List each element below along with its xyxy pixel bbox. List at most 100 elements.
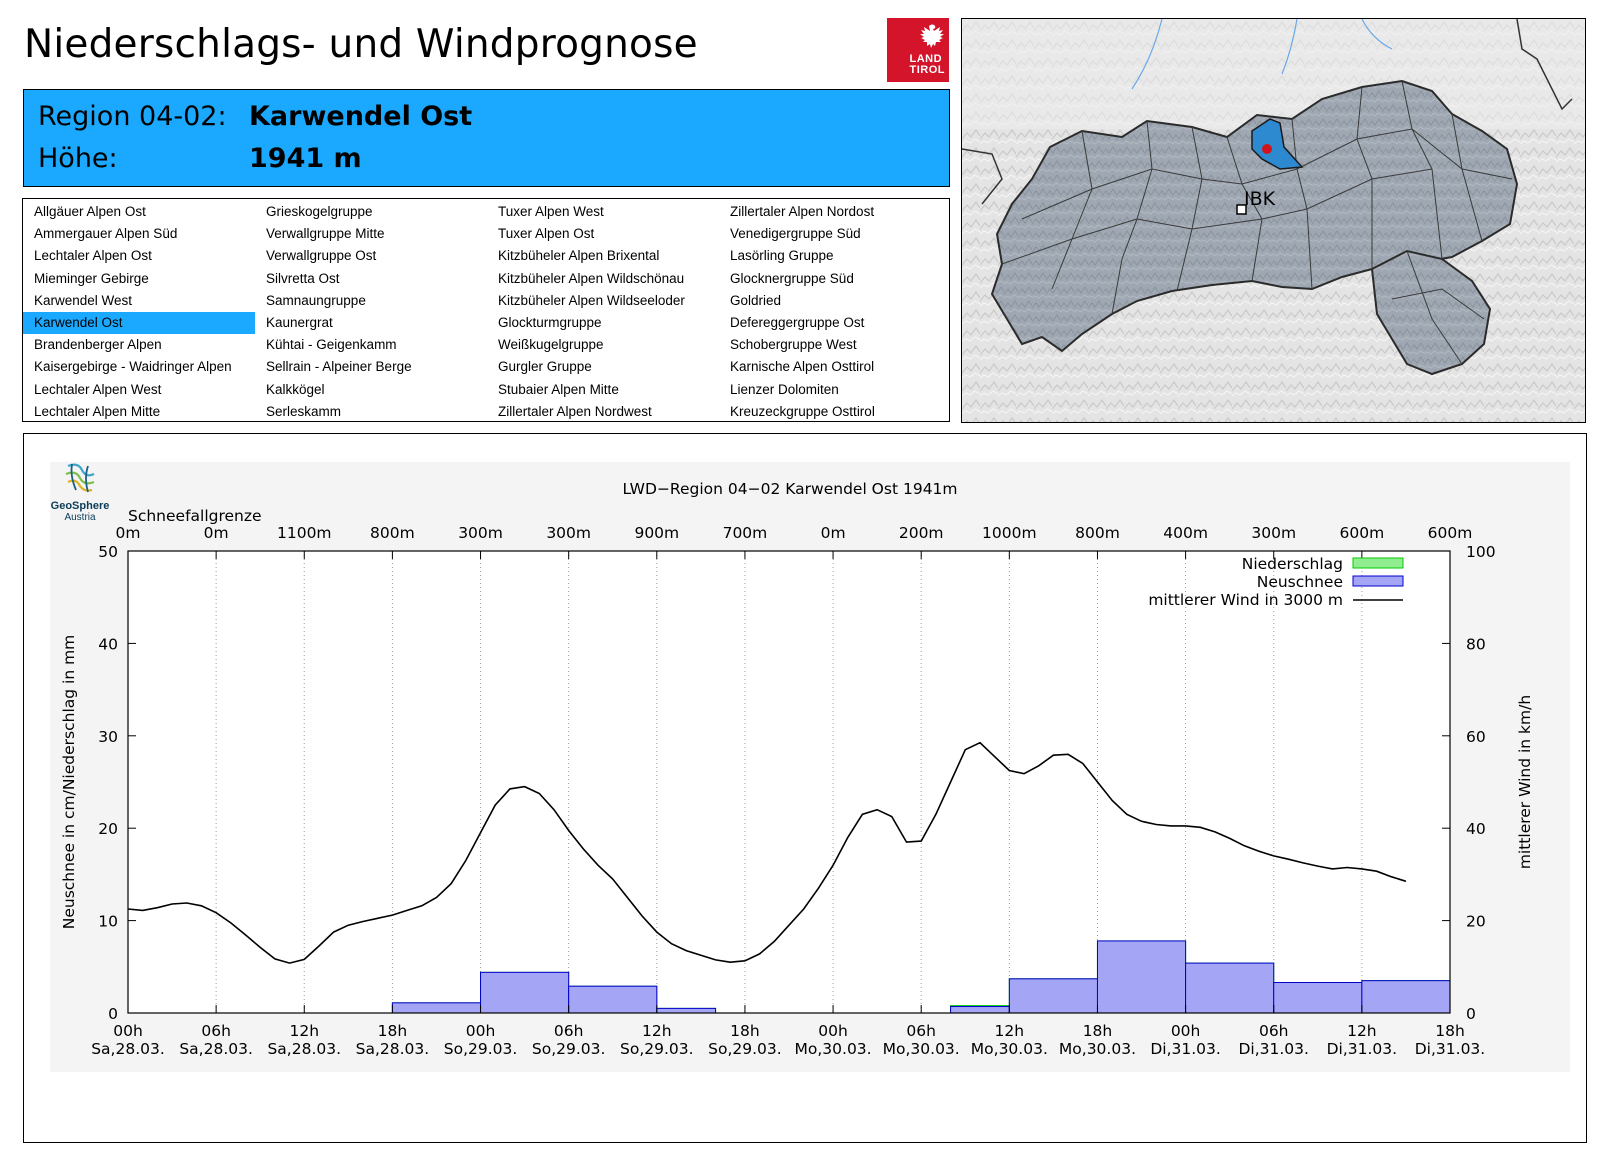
- x-tick-date: Sa,28.03.: [356, 1040, 430, 1058]
- x-tick-date: Mo,30.03.: [795, 1040, 872, 1058]
- y2-tick-label: 100: [1466, 543, 1496, 561]
- x-tick-hour: 06h: [906, 1022, 936, 1040]
- land-tirol-logo: LAND TIROL: [887, 18, 949, 82]
- x-tick-date: Di,31.03.: [1327, 1040, 1397, 1058]
- region-list-item[interactable]: Mieminger Gebirge: [34, 270, 149, 286]
- region-list-item[interactable]: Kreuzeckgruppe Osttirol: [730, 403, 875, 419]
- neuschnee-bar: [391, 1002, 482, 1014]
- region-list-item[interactable]: Gurgler Gruppe: [498, 359, 592, 375]
- region-list-item[interactable]: Kitzbüheler Alpen Wildschönau: [498, 270, 685, 286]
- region-list-item[interactable]: Lechtaler Alpen Mitte: [34, 403, 161, 419]
- region-list-item[interactable]: Zillertaler Alpen Nordost: [730, 204, 875, 219]
- region-list-item[interactable]: Goldried: [730, 292, 782, 308]
- x-tick-hour: 06h: [201, 1022, 231, 1040]
- snowline-label: 300m: [1251, 524, 1296, 542]
- geosphere-country: Austria: [64, 512, 96, 523]
- region-list-item[interactable]: Kalkkögel: [266, 381, 325, 397]
- region-list-item[interactable]: Ammergauer Alpen Süd: [34, 226, 178, 242]
- region-list-item[interactable]: Zillertaler Alpen Nordwest: [498, 403, 652, 419]
- region-name: Karwendel Ost: [249, 101, 473, 132]
- region-list-item[interactable]: Kitzbüheler Alpen Wildseeloder: [498, 292, 685, 308]
- snowline-label: 300m: [458, 524, 503, 542]
- x-tick-hour: 12h: [1347, 1022, 1377, 1040]
- x-tick-hour: 00h: [818, 1022, 848, 1040]
- x-tick-hour: 06h: [1259, 1022, 1289, 1040]
- y2-tick-label: 0: [1466, 1005, 1476, 1023]
- snowline-label: 600m: [1340, 524, 1385, 542]
- river-lines: [1131, 19, 1393, 90]
- y-tick-label: 0: [108, 1005, 118, 1023]
- region-list-item[interactable]: Tuxer Alpen Ost: [498, 226, 595, 242]
- snowline-label: 800m: [370, 524, 415, 542]
- region-list-item[interactable]: Weißkugelgruppe: [498, 337, 604, 353]
- region-label: Region 04-02:: [38, 101, 227, 132]
- region-list-item[interactable]: Verwallgruppe Ost: [266, 248, 377, 264]
- region-list-item[interactable]: Glocknergruppe Süd: [730, 270, 854, 286]
- x-tick-hour: 18h: [378, 1022, 408, 1040]
- region-list-column-3: Tuxer Alpen West Tuxer Alpen Ost Kitzbühel…: [487, 201, 719, 423]
- logo-text-line2: TIROL: [909, 64, 945, 76]
- x-tick-hour: 00h: [466, 1022, 496, 1040]
- region-list-item[interactable]: Karwendel West: [34, 292, 133, 308]
- region-list-item[interactable]: Lechtaler Alpen West: [34, 381, 162, 397]
- region-list-item[interactable]: Stubaier Alpen Mitte: [498, 381, 619, 397]
- region-list-item[interactable]: Kaunergrat: [266, 314, 333, 330]
- region-list-item[interactable]: Serleskamm: [266, 403, 342, 419]
- x-tick-date: So,29.03.: [532, 1040, 606, 1058]
- x-tick-date: Sa,28.03.: [91, 1040, 165, 1058]
- y-axis-label: Neuschnee in cm/Niederschlag in mm: [60, 635, 78, 930]
- region-list-column-2: Grieskogelgruppe Verwallgruppe Mitte Verwa…: [255, 201, 487, 423]
- region-list-item[interactable]: Verwallgruppe Mitte: [266, 226, 385, 242]
- region-list-item[interactable]: Samnaungruppe: [266, 292, 366, 308]
- snowline-label: 700m: [723, 524, 768, 542]
- region-list-item[interactable]: Karwendel Ost: [23, 311, 255, 335]
- region-list-column-4: Zillertaler Alpen Nordost Venedigergruppe…: [719, 201, 949, 423]
- region-list-item[interactable]: Brandenberger Alpen: [34, 337, 162, 353]
- region-list-item[interactable]: Kitzbüheler Alpen Brixental: [498, 248, 660, 264]
- region-list-item[interactable]: Silvretta Ost: [266, 270, 340, 286]
- region-list-item[interactable]: Karnische Alpen Osttirol: [730, 359, 875, 375]
- logo-text-line1: LAND: [909, 53, 943, 65]
- legend-label-wind: mittlerer Wind in 3000 m: [1148, 591, 1343, 609]
- y2-tick-label: 60: [1466, 728, 1486, 746]
- region-list: Allgäuer Alpen Ost Ammergauer Alpen Süd Le…: [22, 198, 950, 422]
- tirol-map-svg: IBK: [962, 19, 1585, 422]
- x-tick-date: So,29.03.: [444, 1040, 518, 1058]
- region-list-item[interactable]: Grieskogelgruppe: [266, 204, 373, 219]
- region-list-item[interactable]: Lasörling Gruppe: [730, 248, 834, 264]
- region-list-item[interactable]: Tuxer Alpen West: [498, 204, 604, 219]
- neuschnee-bar: [568, 985, 658, 1014]
- region-list-item[interactable]: Defereggergruppe Ost: [730, 314, 865, 330]
- legend-swatch-niederschlag: [1352, 557, 1404, 569]
- snowline-label: 600m: [1428, 524, 1473, 542]
- region-list-item[interactable]: Venedigergruppe Süd: [730, 226, 861, 242]
- region-list-item[interactable]: Allgäuer Alpen Ost: [34, 204, 146, 219]
- y2-tick-label: 20: [1466, 913, 1486, 931]
- x-tick-hour: 18h: [1435, 1022, 1465, 1040]
- region-list-item[interactable]: Sellrain - Alpeiner Berge: [266, 359, 412, 375]
- region-list-item[interactable]: Kaisergebirge - Waidringer Alpen: [34, 359, 232, 375]
- region-list-item[interactable]: Schobergruppe West: [730, 337, 857, 353]
- geosphere-icon: [65, 463, 95, 493]
- x-tick-hour: 06h: [554, 1022, 584, 1040]
- region-list-column-1: Allgäuer Alpen Ost Ammergauer Alpen Süd Le…: [23, 201, 255, 423]
- x-tick-date: Mo,30.03.: [1059, 1040, 1136, 1058]
- y-tick-label: 10: [98, 913, 118, 931]
- region-list-item[interactable]: Kühtai - Geigenkamm: [266, 337, 397, 353]
- x-tick-date: Di,31.03.: [1415, 1040, 1485, 1058]
- wind-line: [127, 741, 1407, 964]
- osttirol-shape: [1370, 249, 1492, 376]
- geosphere-name: GeoSphere: [50, 500, 110, 512]
- x-tick-date: Mo,30.03.: [971, 1040, 1048, 1058]
- snowline-label: 1100m: [277, 524, 332, 542]
- region-list-item[interactable]: Glockturmgruppe: [498, 314, 602, 330]
- logo-text: LAND TIROL: [910, 54, 946, 76]
- x-tick-hour: 12h: [289, 1022, 319, 1040]
- region-list-item[interactable]: Lienzer Dolomiten: [730, 381, 839, 397]
- y-tick-label: 30: [98, 728, 118, 746]
- region-list-item[interactable]: Lechtaler Alpen Ost: [34, 248, 152, 264]
- x-tick-hour: 18h: [1083, 1022, 1113, 1040]
- x-tick-date: Di,31.03.: [1238, 1040, 1308, 1058]
- x-tick-date: Sa,28.03.: [267, 1040, 341, 1058]
